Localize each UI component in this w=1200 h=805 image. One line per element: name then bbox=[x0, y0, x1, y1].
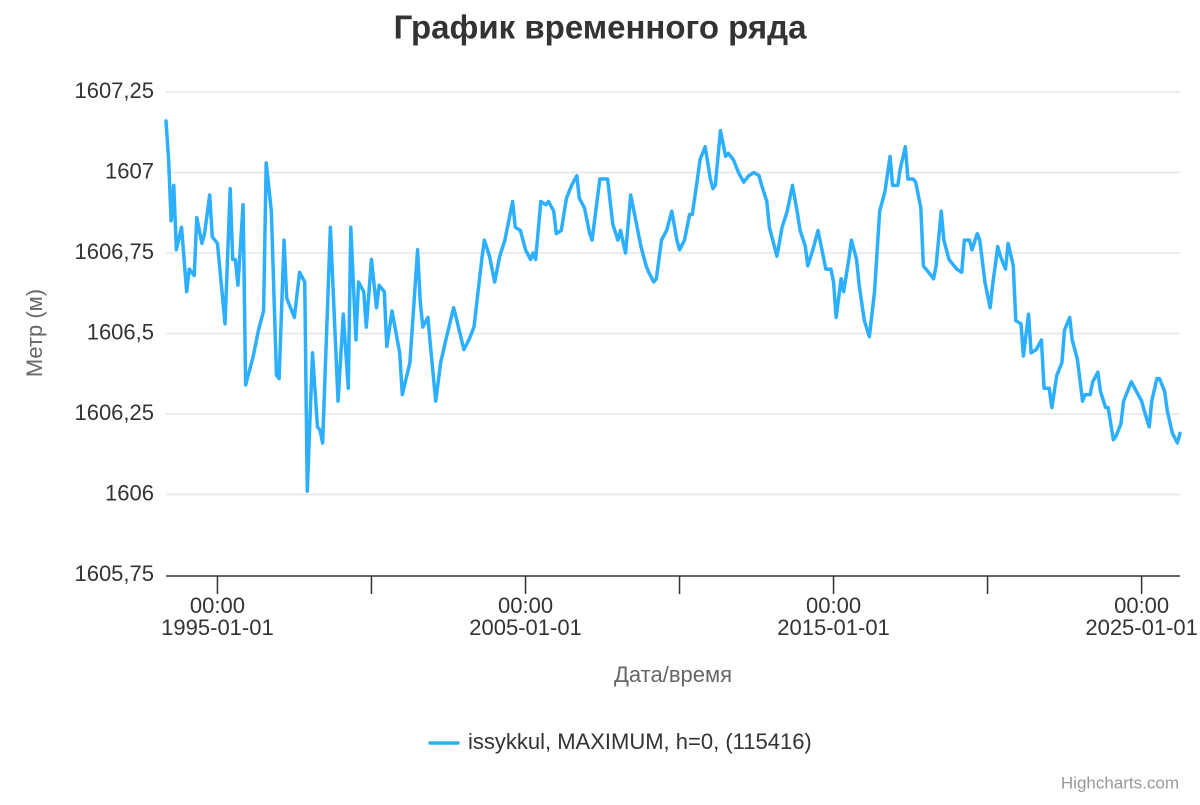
x-tick-label: 00:00 bbox=[498, 593, 553, 618]
y-tick-label: 1607,25 bbox=[74, 78, 154, 103]
x-tick-label: 2005-01-01 bbox=[469, 615, 582, 640]
y-tick-label: 1607 bbox=[105, 158, 154, 183]
y-tick-label: 1606,25 bbox=[74, 400, 154, 425]
x-axis-title: Дата/время bbox=[614, 662, 732, 687]
x-tick-label: 2025-01-01 bbox=[1085, 615, 1198, 640]
y-tick-label: 1606,5 bbox=[87, 319, 154, 344]
legend-label: issykkul, MAXIMUM, h=0, (115416) bbox=[468, 729, 812, 754]
x-tick-label: 00:00 bbox=[1114, 593, 1169, 618]
x-tick-label: 00:00 bbox=[190, 593, 245, 618]
y-tick-label: 1606 bbox=[105, 480, 154, 505]
y-tick-label: 1606,75 bbox=[74, 239, 154, 264]
legend-item[interactable]: issykkul, MAXIMUM, h=0, (115416) bbox=[428, 729, 812, 754]
chart-title: График временного ряда bbox=[394, 9, 808, 46]
x-tick-label: 00:00 bbox=[806, 593, 861, 618]
y-tick-label: 1605,75 bbox=[74, 561, 154, 586]
series-line bbox=[164, 119, 1182, 494]
credits[interactable]: Highcharts.com bbox=[1061, 773, 1179, 792]
y-axis-title: Метр (м) bbox=[22, 289, 47, 377]
x-tick-label: 1995-01-01 bbox=[161, 615, 274, 640]
x-tick-label: 2015-01-01 bbox=[777, 615, 890, 640]
